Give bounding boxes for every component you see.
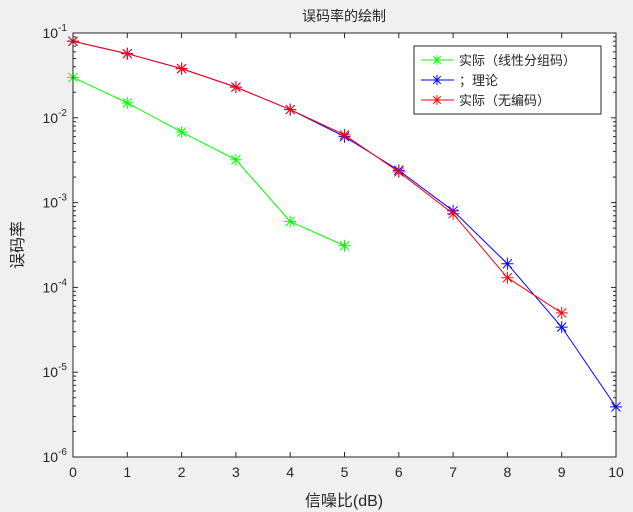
chart-title: 误码率的绘制 bbox=[302, 8, 386, 24]
legend-label: ；理论 bbox=[459, 73, 498, 89]
legend-label: 实际（线性分组码） bbox=[459, 53, 576, 68]
y-tick-label: 10-1 bbox=[43, 23, 68, 41]
axes-box bbox=[72, 32, 617, 458]
x-axis-ticks: 0 1 2 3 4 5 6 7 8 9 10 bbox=[69, 33, 624, 480]
y-tick-label: 10-5 bbox=[43, 362, 68, 380]
legend-item[interactable]: ；理论 bbox=[421, 73, 498, 89]
series-line bbox=[67, 35, 568, 319]
x-tick-label: 7 bbox=[449, 464, 457, 480]
x-tick-label: 8 bbox=[504, 464, 512, 480]
x-axis-label: 信噪比(dB) bbox=[305, 492, 383, 510]
x-tick-label: 6 bbox=[395, 464, 403, 480]
x-tick-label: 9 bbox=[558, 464, 566, 480]
legend-item[interactable]: 实际（线性分组码） bbox=[421, 53, 576, 68]
legend-label: 实际（无编码） bbox=[459, 93, 550, 108]
x-tick-label: 0 bbox=[69, 464, 77, 480]
x-tick-label: 10 bbox=[608, 464, 624, 480]
x-tick-label: 4 bbox=[286, 464, 294, 480]
x-tick-label: 2 bbox=[178, 464, 186, 480]
y-axis-label: 误码率 bbox=[9, 221, 27, 269]
x-tick-label: 1 bbox=[123, 464, 131, 480]
x-tick-label: 5 bbox=[341, 464, 349, 480]
x-tick-label: 3 bbox=[232, 464, 240, 480]
legend-item[interactable]: 实际（无编码） bbox=[421, 93, 550, 108]
series-layer bbox=[67, 35, 622, 413]
y-tick-label: 10-4 bbox=[43, 277, 68, 295]
y-tick-label: 10-2 bbox=[43, 108, 68, 126]
y-tick-label: 10-6 bbox=[43, 447, 68, 465]
y-tick-label: 10-3 bbox=[43, 193, 68, 211]
y-axis-ticks: 10-1 10-2 10-3 10-4 10-5 10-6 bbox=[43, 23, 616, 465]
